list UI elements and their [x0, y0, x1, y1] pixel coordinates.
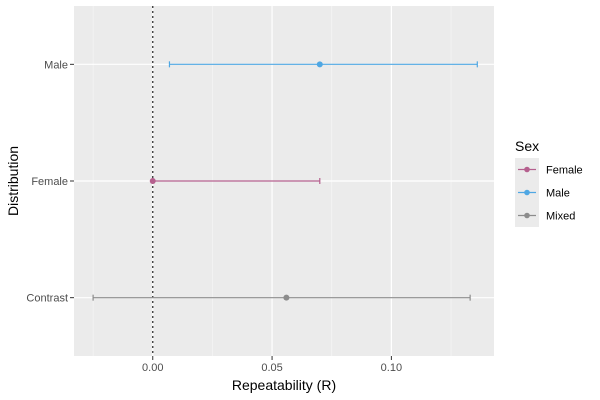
legend-key-point — [524, 212, 530, 219]
x-axis: 0.00 0.05 0.10 — [142, 356, 402, 374]
legend: Sex Female Male Mixed — [515, 138, 583, 227]
legend-entry-mixed: Mixed — [515, 204, 575, 227]
x-tick-label: 0.05 — [261, 362, 282, 374]
legend-key-point — [524, 166, 530, 173]
legend-label: Female — [546, 165, 583, 177]
x-tick-label: 0.00 — [142, 362, 163, 374]
legend-entry-male: Male — [515, 181, 570, 204]
estimate-contrast — [92, 294, 471, 301]
legend-key-point — [524, 189, 530, 196]
legend-entry-female: Female — [515, 158, 583, 181]
x-axis-title: Repeatability (R) — [232, 377, 336, 393]
legend-title: Sex — [515, 138, 539, 154]
y-axis: Male Female Contrast — [26, 59, 74, 305]
estimate-female — [149, 178, 321, 184]
legend-keys: Female Male Mixed — [515, 158, 583, 227]
y-tick-label: Male — [44, 59, 68, 71]
y-tick-label: Female — [31, 176, 68, 188]
y-axis-title: Distribution — [5, 146, 21, 216]
point-estimate — [149, 178, 156, 184]
x-tick-label: 0.10 — [381, 362, 402, 374]
point-estimate — [316, 61, 323, 68]
legend-label: Male — [546, 188, 570, 200]
legend-label: Mixed — [546, 211, 575, 223]
point-estimate — [283, 294, 290, 301]
estimate-marks — [92, 61, 478, 301]
estimate-male — [168, 61, 478, 68]
y-tick-label: Contrast — [26, 293, 68, 305]
